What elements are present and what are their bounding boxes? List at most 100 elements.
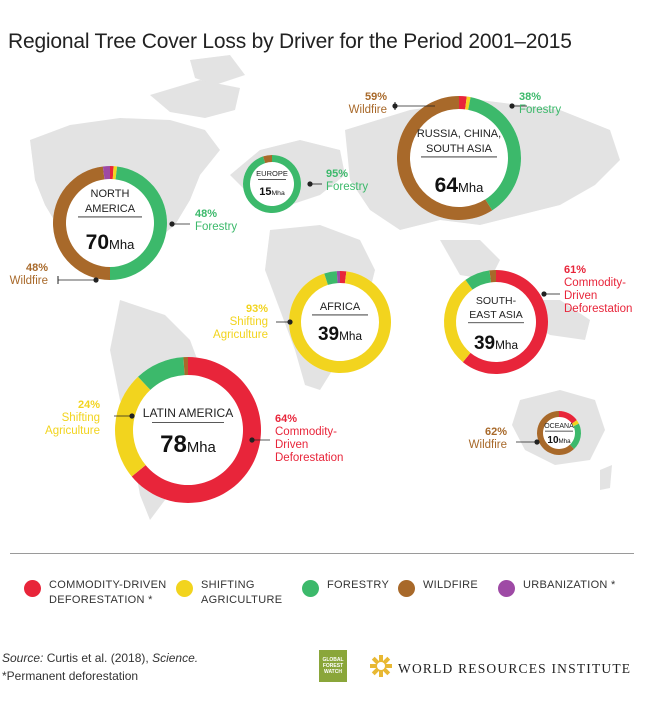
chart-canvas: NORTHAMERICA70Mha48%Forestry48%WildfireE… — [10, 55, 632, 520]
legend-divider — [10, 553, 634, 554]
callout-label: Shifting — [230, 316, 268, 328]
total-unit: Mha — [495, 339, 518, 352]
callout-forestry: 48%Forestry — [169, 208, 237, 233]
slice-shifting — [112, 166, 118, 180]
slice-urbanization — [336, 271, 340, 284]
region-name-line: SOUTH- — [476, 295, 517, 307]
slice-forestry — [465, 270, 491, 290]
slice-commodity — [131, 356, 262, 504]
region-total: 78Mha — [160, 431, 216, 458]
donut-europe: EUROPE 15Mha 95%Forestry — [243, 155, 368, 213]
slice-commodity — [559, 411, 577, 424]
callout-label: Agriculture — [45, 425, 100, 437]
legend-swatch — [302, 580, 319, 597]
region-total: 70Mha — [86, 231, 135, 254]
callout-label: Forestry — [519, 104, 561, 116]
total-value: 70 — [86, 231, 109, 254]
slice-urbanization — [102, 166, 110, 180]
donut-center — [53, 166, 167, 280]
source-prefix: Source: — [2, 651, 44, 665]
total-value: 39 — [318, 324, 339, 345]
slice-commodity — [462, 270, 549, 375]
donut-center — [397, 96, 521, 220]
callout-label: Forestry — [195, 221, 237, 233]
leader-dot — [392, 103, 398, 109]
global-forest-watch-logo: GLOBAL FOREST WATCH — [319, 650, 347, 682]
legend-item-shifting: SHIFTING AGRICULTURE — [176, 578, 319, 608]
legend-swatch — [176, 580, 193, 597]
leader-dot — [541, 291, 547, 297]
donut-russia-china-south-asia: RUSSIA, CHINA, SOUTH ASIA 64Mha 59%Wildfire… — [349, 91, 561, 220]
region-name-line: AFRICA — [320, 301, 361, 313]
total-value: 78 — [160, 431, 187, 458]
callout-wildfire: 62%Wildfire — [469, 426, 540, 451]
total-value: 10 — [547, 435, 559, 446]
source-journal: Science. — [152, 651, 199, 665]
legend-label: FORESTRY — [327, 579, 390, 591]
region-name-line: AMERICA — [85, 203, 136, 215]
donut-south-east-asia: SOUTH- EAST ASIA 39Mha 61%Commodity-DrivenD… — [444, 264, 632, 375]
callout-forestry: 95%Forestry — [307, 168, 368, 193]
legend-item-wildfire: WILDFIRE — [398, 578, 523, 597]
callout-forestry: 38%Forestry — [509, 91, 561, 116]
chart-title: Regional Tree Cover Loss by Driver for t… — [8, 30, 572, 53]
region-name-line: EUROPE — [256, 169, 288, 178]
callout-label: Driven — [564, 290, 597, 302]
callout-label: Commodity- — [564, 277, 626, 289]
total-value: 64 — [435, 174, 459, 197]
slice-wildfire — [53, 166, 110, 280]
region-name-line: NORTH — [91, 188, 130, 200]
region-name-line: EAST ASIA — [469, 309, 523, 321]
total-unit: Mha — [458, 180, 484, 195]
slice-commodity — [110, 166, 114, 180]
donut-center — [444, 270, 548, 374]
region-name-line: OCEANA — [544, 423, 574, 430]
donut-center — [243, 155, 301, 213]
legend-item-forestry: FORESTRY — [302, 578, 427, 597]
leader-dot — [93, 277, 99, 283]
total-unit: Mha — [187, 440, 217, 456]
callout-percent: 64% — [275, 413, 297, 425]
callout-percent: 95% — [326, 168, 348, 180]
region-name-line: LATIN AMERICA — [143, 406, 233, 420]
total-unit: Mha — [271, 190, 284, 197]
region-total: 39Mha — [474, 333, 518, 354]
source-note: Source: Curtis et al. (2018), Science. — [2, 651, 198, 665]
callout-label: Deforestation — [564, 303, 632, 315]
donut-center — [289, 271, 391, 373]
slice-wildfire — [489, 270, 496, 283]
donut-oceania: OCEANA 10Mha 62%Wildfire — [469, 411, 581, 455]
total-unit: Mha — [339, 330, 362, 343]
region-name-line: SOUTH ASIA — [426, 143, 493, 155]
region-total: 10Mha — [547, 435, 571, 446]
slice-forestry — [324, 271, 338, 285]
callout-label: Shifting — [62, 412, 100, 424]
wri-logo-icon — [370, 655, 392, 677]
callout-percent: 48% — [195, 208, 217, 220]
slice-wildfire — [396, 96, 493, 220]
legend-label: SHIFTING AGRICULTURE — [201, 579, 283, 606]
landmass-1 — [150, 80, 240, 118]
callout-label: Agriculture — [213, 329, 268, 341]
leader-dot — [249, 437, 255, 443]
slice-forestry — [569, 423, 581, 450]
slice-commodity — [340, 271, 347, 284]
total-unit: Mha — [559, 438, 572, 445]
slice-shifting — [571, 420, 579, 427]
leader-dot — [169, 221, 175, 227]
callout-label: Deforestation — [275, 452, 343, 464]
region-name-line: RUSSIA, CHINA, — [417, 128, 501, 140]
slice-wildfire — [263, 155, 272, 164]
leader-dot — [509, 103, 515, 109]
legend-label: COMMODITY-DRIVEN DEFORESTATION * — [49, 579, 167, 606]
donut-latin-america: LATIN AMERICA 78Mha 24%ShiftingAgriculture… — [45, 356, 343, 504]
region-total: 15Mha — [259, 186, 285, 198]
region-total: 39Mha — [318, 324, 362, 345]
